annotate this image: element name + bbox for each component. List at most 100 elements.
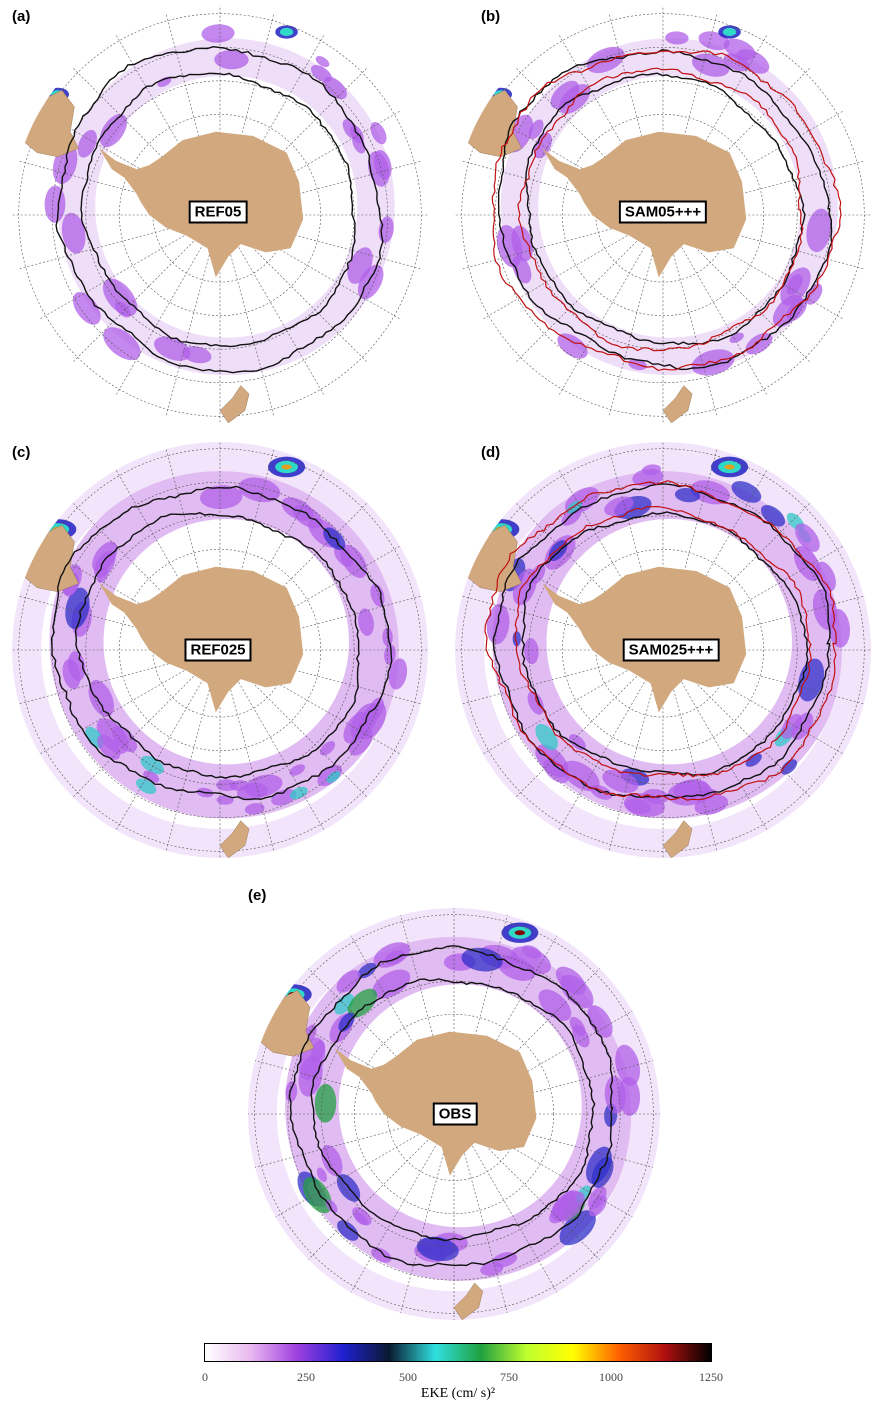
eke-patch	[372, 969, 411, 999]
sam-front-contour-south	[514, 505, 812, 778]
experiment-label: SAM05+++	[618, 200, 708, 224]
eke-patch	[384, 644, 396, 666]
front-contour-south	[525, 72, 806, 346]
eke-patch	[244, 803, 265, 815]
eke-patch	[97, 734, 121, 760]
eke-patch	[143, 770, 160, 783]
eke-hotspot-peak	[807, 826, 818, 832]
eke-patch	[731, 481, 762, 503]
eke-patch	[72, 292, 101, 325]
eke-patch	[201, 24, 235, 43]
eke-patch	[347, 247, 373, 284]
experiment-label: REF05	[188, 200, 248, 224]
eke-hotspot-peak	[724, 464, 735, 470]
eke-patch	[538, 989, 572, 1021]
eke-patch	[102, 278, 138, 317]
eke-hotspot	[358, 387, 382, 401]
continent-landmass	[453, 1282, 484, 1320]
colorbar-tick-label: 1250	[699, 1370, 723, 1384]
experiment-label: REF025	[184, 638, 252, 662]
panel-e-obs-map: (e) OBS	[220, 885, 680, 1325]
eke-patch	[511, 946, 552, 975]
eke-patch	[199, 485, 243, 510]
eke-patch	[795, 523, 820, 552]
eke-hotspot-core	[591, 1285, 614, 1298]
eke-patch	[352, 1207, 372, 1226]
eke-patch	[310, 1040, 326, 1063]
eke-patch	[569, 734, 586, 751]
eke-patch	[338, 1012, 355, 1032]
panel-label: (e)	[248, 887, 267, 904]
eke-patch	[334, 993, 354, 1015]
eke-patch	[61, 212, 86, 254]
eke-patch	[314, 1083, 337, 1123]
panel-d-sam025-map: (d) SAM025+++	[443, 440, 886, 870]
continent-landmass	[662, 385, 693, 423]
eke-hotspot-core	[279, 27, 294, 37]
eke-patch	[302, 1176, 332, 1214]
eke-patch	[347, 988, 378, 1018]
eke-patch	[772, 294, 804, 327]
eke-patch	[555, 1191, 585, 1222]
eke-hotspot-core	[801, 822, 825, 836]
continent-landmass	[581, 908, 628, 929]
eke-patch	[153, 336, 191, 361]
continent-landmass	[348, 7, 396, 28]
eke-patch	[760, 504, 786, 527]
eke-patch	[216, 795, 234, 805]
eke-patch	[588, 1195, 607, 1217]
eke-patch	[604, 496, 634, 516]
eke-patch	[745, 332, 773, 355]
panel-label: (a)	[12, 8, 31, 25]
eke-patch	[333, 545, 353, 568]
eke-patch	[289, 764, 306, 776]
eke-patch	[674, 488, 701, 503]
eke-colorbar	[204, 1343, 712, 1362]
front-contour-north	[50, 485, 393, 801]
front-contour-south	[80, 72, 356, 348]
eke-patch	[665, 31, 689, 45]
experiment-label: OBS	[432, 1102, 478, 1126]
eke-patch	[321, 1144, 343, 1177]
eke-patch	[92, 541, 118, 572]
panel-label: (c)	[12, 444, 31, 461]
eke-patch	[238, 477, 281, 503]
eke-patch	[157, 76, 172, 87]
panel-b-sam05-map: (b) SAM05+++	[443, 0, 886, 430]
experiment-label: SAM025+++	[622, 638, 720, 662]
panel-label: (b)	[481, 8, 501, 25]
eke-patch	[111, 726, 138, 753]
eke-patch	[557, 333, 588, 359]
eke-patch	[480, 1262, 504, 1276]
panel-label: (d)	[481, 444, 501, 461]
eke-hotspot	[794, 818, 832, 840]
front-contour-north	[492, 483, 831, 799]
sam-front-contour-north	[484, 480, 837, 801]
eke-patch	[316, 1167, 328, 1182]
continent-landmass	[219, 385, 250, 423]
eke-patch	[561, 507, 582, 526]
eke-patch	[326, 771, 341, 783]
eke-patch	[615, 1044, 641, 1086]
panel-a-ref05-map: (a) REF05	[0, 0, 443, 430]
eke-patch	[723, 38, 756, 61]
continent-landmass	[662, 820, 693, 858]
eke-hotspot	[583, 1280, 621, 1302]
panel-c-ref025-map: (c) REF025	[0, 440, 443, 870]
eke-background-band	[500, 38, 838, 376]
eke-patch	[315, 56, 330, 68]
front-contour-south	[310, 978, 596, 1242]
colorbar-title: EKE (cm/ s)²	[420, 1386, 496, 1401]
eke-hotspot-peak	[281, 464, 292, 470]
eke-patch	[416, 1236, 459, 1262]
eke-patch	[745, 753, 762, 767]
colorbar-tick-label: 0	[202, 1370, 208, 1384]
eke-patch	[336, 970, 361, 993]
graticule	[455, 7, 871, 423]
eke-patch	[461, 947, 503, 972]
eke-patch	[77, 129, 97, 158]
eke-patch	[244, 774, 283, 798]
eke-patch	[68, 651, 86, 681]
eke-patch	[214, 50, 249, 70]
colorbar-tick-label: 250	[297, 1370, 315, 1384]
